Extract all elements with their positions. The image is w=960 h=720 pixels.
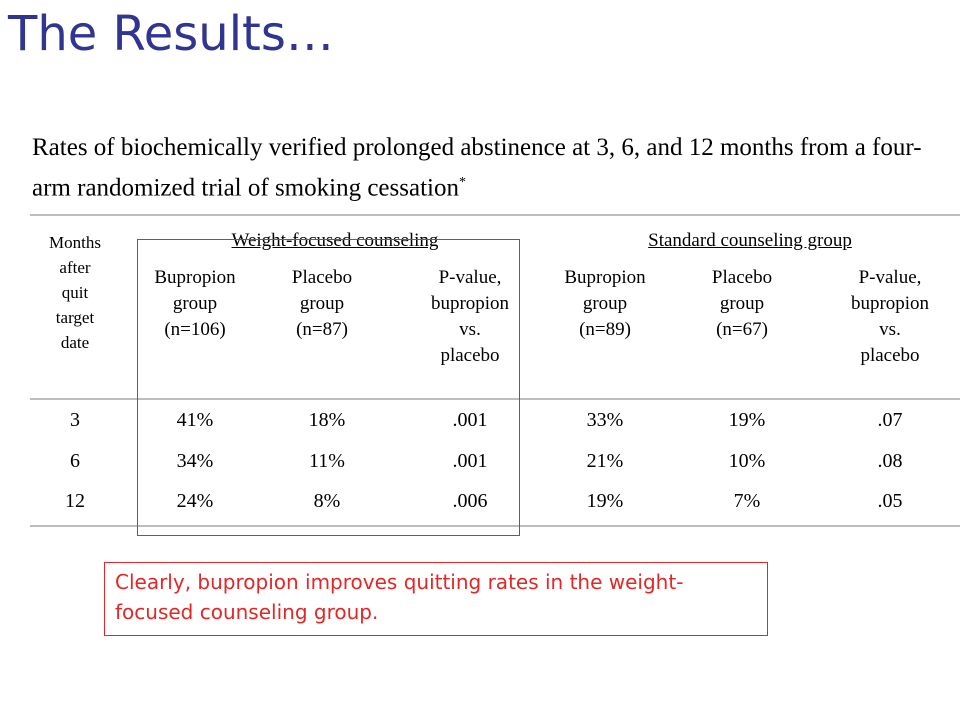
table-bottom-rule: [30, 525, 960, 527]
table-cell: 19%: [586, 490, 624, 512]
table-cell: .001: [452, 450, 488, 472]
table-cell: 11%: [309, 450, 345, 472]
table-cell: 7%: [733, 490, 761, 512]
column-header: Bupropion group (n=89): [545, 265, 665, 343]
table-cell: 19%: [728, 409, 766, 431]
row-header-line: Months: [49, 233, 101, 252]
column-header-line: placebo: [440, 345, 500, 366]
column-header-line: Bupropion: [564, 267, 646, 288]
table-cell: 41%: [176, 409, 214, 431]
conclusion-note: Clearly, bupropion improves quitting rat…: [104, 562, 768, 636]
row-header-line: after: [59, 258, 91, 277]
column-header-line: vs.: [879, 319, 901, 340]
column-header-line: group: [299, 293, 345, 314]
table-cell: .001: [452, 409, 488, 431]
row-header-line: target: [55, 308, 95, 327]
column-header-line: P-value,: [858, 267, 922, 288]
row-header-label: Months after quit target date: [30, 230, 120, 355]
table-top-rule: [30, 214, 960, 216]
group-header-weight: Weight-focused counseling: [231, 230, 439, 251]
table-cell: 12: [65, 490, 85, 512]
column-header: Placebo group (n=87): [272, 265, 372, 343]
column-header-line: Bupropion: [154, 267, 236, 288]
caption-footnote-mark: *: [458, 175, 466, 190]
column-header-line: group: [582, 293, 628, 314]
column-header-line: Placebo: [711, 267, 773, 288]
table-caption: Rates of biochemically verified prolonge…: [32, 130, 932, 205]
weight-focused-highlight-box: [137, 239, 520, 536]
row-header-line: date: [60, 333, 90, 352]
column-header-line: bupropion: [430, 293, 510, 314]
column-header-line: bupropion: [850, 293, 930, 314]
table-cell: .07: [877, 409, 903, 431]
table-cell: 10%: [728, 450, 766, 472]
table-header-rule: [30, 398, 960, 400]
column-header: Placebo group (n=67): [692, 265, 792, 343]
column-header: Bupropion group (n=106): [135, 265, 255, 343]
column-header-line: vs.: [459, 319, 481, 340]
table-cell: 3: [70, 409, 80, 431]
column-header: P-value, bupropion vs. placebo: [825, 265, 955, 369]
column-header-line: placebo: [860, 345, 920, 366]
table-cell: .05: [877, 490, 903, 512]
column-header-line: (n=87): [296, 319, 348, 340]
column-header-line: (n=106): [164, 319, 226, 340]
column-header-line: (n=67): [716, 319, 768, 340]
caption-text: Rates of biochemically verified prolonge…: [32, 134, 922, 202]
slide-title: The Results…: [8, 6, 334, 62]
table-cell: .08: [877, 450, 903, 472]
column-header-line: group: [172, 293, 218, 314]
table-cell: 18%: [308, 409, 346, 431]
table-cell: 6: [70, 450, 80, 472]
column-header-line: group: [719, 293, 765, 314]
table-cell: 21%: [586, 450, 624, 472]
column-header-line: (n=89): [579, 319, 631, 340]
group-header-standard: Standard counseling group: [648, 230, 852, 251]
table-cell: 24%: [176, 490, 214, 512]
table-cell: 34%: [176, 450, 214, 472]
table-cell: .006: [452, 490, 488, 512]
column-header-line: Placebo: [291, 267, 353, 288]
row-header-line: quit: [61, 283, 89, 302]
table-cell: 8%: [313, 490, 341, 512]
table-cell: 33%: [586, 409, 624, 431]
column-header-line: P-value,: [438, 267, 502, 288]
column-header: P-value, bupropion vs. placebo: [405, 265, 535, 369]
